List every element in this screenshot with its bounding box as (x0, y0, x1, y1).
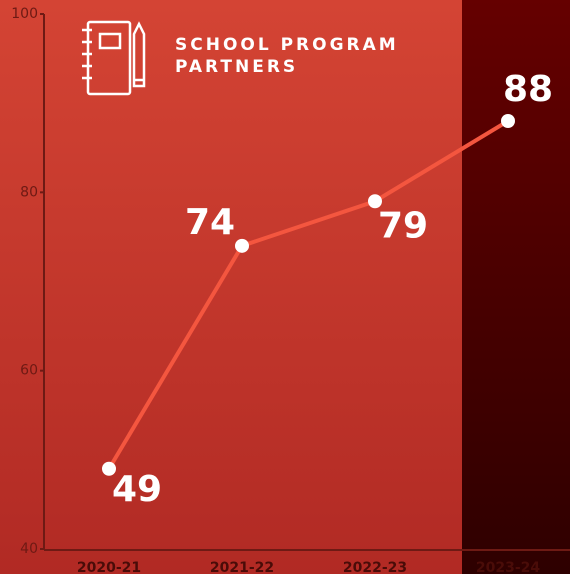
x-tick-label: 2022-23 (343, 560, 407, 574)
y-tick-label: 60 (20, 363, 38, 379)
point (368, 194, 382, 209)
point (102, 461, 116, 476)
value-label: 49 (112, 469, 162, 510)
notebook-icon (82, 20, 146, 96)
value-label: 88 (503, 69, 553, 110)
chart-title: SCHOOL PROGRAM PARTNERS (175, 35, 399, 77)
point (501, 114, 515, 128)
y-tick-label: 40 (20, 541, 38, 557)
x-tick-label: 2020-21 (77, 560, 141, 574)
point (235, 238, 249, 253)
y-tick-label: 80 (20, 184, 38, 200)
x-tick-label: 2023-24 (476, 560, 541, 574)
highlight-panel (462, 0, 570, 574)
x-tick-label: 2021-22 (210, 560, 274, 574)
value-label: 79 (378, 205, 428, 246)
value-label: 74 (185, 202, 235, 243)
line (107, 119, 510, 470)
y-tick-label: 100 (11, 6, 38, 22)
